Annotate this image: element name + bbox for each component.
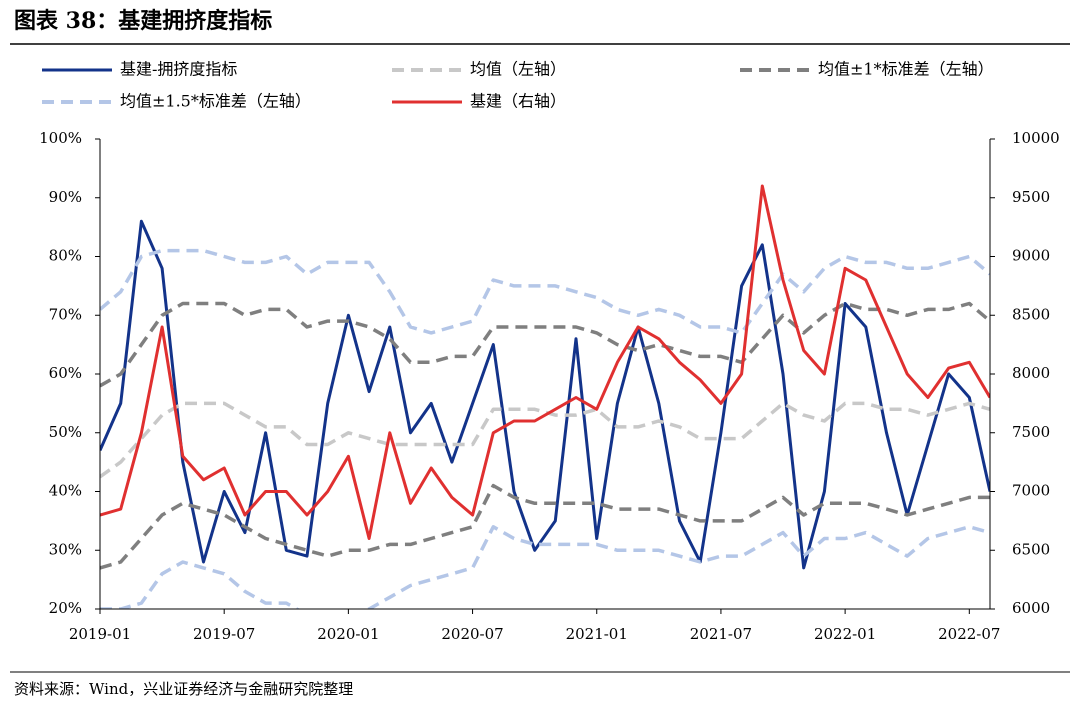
y2-tick-label: 7000 (1012, 482, 1050, 500)
legend-label: 基建（右轴） (470, 92, 566, 111)
y2-tick-label: 8000 (1012, 364, 1050, 382)
legend-label: 均值±1.5*标准差（左轴） (120, 92, 311, 111)
legend-label: 均值±1*标准差（左轴） (818, 60, 994, 79)
y2-tick-label: 9000 (1012, 247, 1050, 265)
series-line (100, 248, 990, 335)
series-line (100, 401, 990, 479)
y-tick-label: 40% (49, 482, 82, 500)
x-tick-label: 2019-01 (69, 625, 131, 643)
x-tick-label: 2022-07 (938, 625, 1000, 643)
x-tick-label: 2022-01 (814, 625, 876, 643)
x-tick-label: 2020-07 (441, 625, 503, 643)
y-tick-label: 70% (49, 305, 82, 323)
series-line (100, 525, 990, 609)
y-tick-label: 80% (49, 247, 82, 265)
y2-tick-label: 8500 (1012, 305, 1050, 323)
y-tick-label: 50% (49, 423, 82, 441)
y2-tick-label: 9500 (1012, 188, 1050, 206)
legend-label: 均值（左轴） (470, 60, 566, 79)
x-tick-label: 2021-01 (566, 625, 628, 643)
series-line (100, 301, 990, 388)
y-tick-label: 90% (49, 188, 82, 206)
y2-tick-label: 6000 (1012, 599, 1050, 617)
y-tick-label: 30% (49, 540, 82, 558)
x-tick-label: 2021-07 (690, 625, 752, 643)
series-line (100, 219, 990, 570)
legend-label: 基建-拥挤度指标 (120, 60, 237, 79)
y-tick-label: 20% (49, 599, 82, 617)
y2-tick-label: 6500 (1012, 540, 1050, 558)
x-tick-label: 2019-07 (193, 625, 255, 643)
y-tick-label: 100% (39, 129, 82, 147)
y-tick-label: 60% (49, 364, 82, 382)
y2-tick-label: 7500 (1012, 423, 1050, 441)
series-line (100, 483, 990, 570)
y2-tick-label: 10000 (1012, 129, 1060, 147)
plot-area (100, 184, 990, 609)
source: 资料来源：Wind，兴业证券经济与金融研究院整理 (14, 680, 353, 698)
series-line (100, 184, 990, 540)
chart-title: 图表 38：基建拥挤度指标 (14, 8, 272, 34)
x-tick-label: 2020-01 (317, 625, 379, 643)
